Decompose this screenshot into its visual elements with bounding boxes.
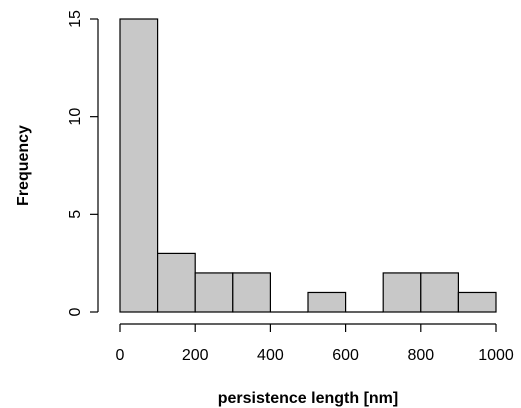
x-axis-title: persistence length [nm] — [218, 390, 398, 407]
y-axis: 0 5 10 15 — [67, 10, 99, 316]
x-tick-label: 800 — [407, 347, 434, 364]
histogram-bar — [119, 18, 159, 313]
y-axis-title: Frequency — [15, 125, 32, 206]
y-tick-label: 5 — [67, 210, 84, 219]
histogram-bar — [420, 272, 459, 313]
bars-layer — [119, 18, 497, 313]
y-tick-label: 10 — [67, 108, 84, 126]
x-axis: 0 200 400 600 800 1000 — [116, 323, 514, 364]
y-tick-label: 0 — [67, 307, 84, 316]
y-tick-label: 15 — [67, 10, 84, 28]
x-tick-label: 600 — [332, 347, 359, 364]
histogram-bar — [157, 252, 196, 313]
x-tick-label: 400 — [257, 347, 284, 364]
x-tick-label: 200 — [182, 347, 209, 364]
x-tick-label: 0 — [116, 347, 125, 364]
histogram-bar — [382, 272, 422, 313]
histogram-bar — [457, 291, 497, 313]
histogram-bar — [232, 272, 272, 313]
x-tick-label: 1000 — [478, 347, 514, 364]
histogram-bar — [307, 291, 347, 313]
histogram-bar — [194, 272, 234, 313]
